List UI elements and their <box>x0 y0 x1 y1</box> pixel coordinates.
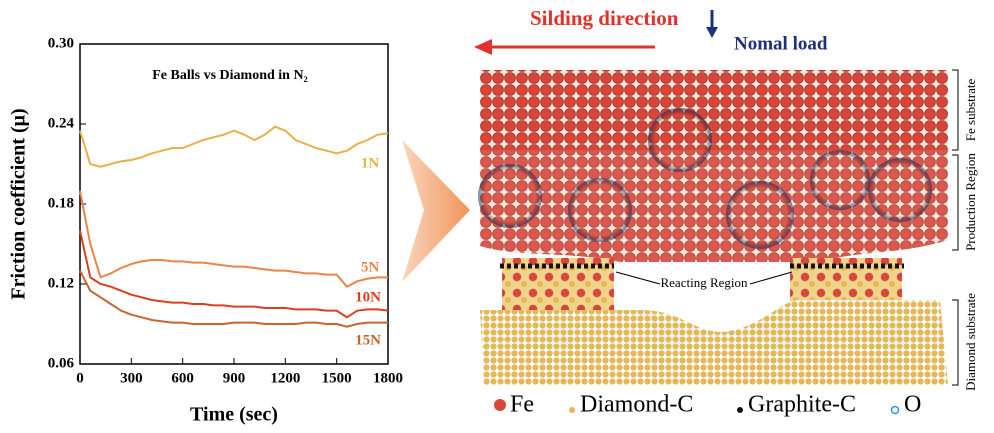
cluster <box>478 164 542 228</box>
series-line <box>80 191 388 287</box>
x-tick-label: 0 <box>76 370 84 386</box>
transition-arrow <box>402 140 470 282</box>
y-axis-label: Friction coefficient (μ) <box>8 108 30 299</box>
legend-label: Graphite-C <box>748 392 856 418</box>
friction-chart: Fe Balls vs Diamond in N₂ Time (sec) Fri… <box>8 35 403 425</box>
y-tick-label: 0.30 <box>48 35 74 51</box>
series-line <box>80 271 388 327</box>
sliding-direction: Silding direction <box>530 6 679 30</box>
x-tick-label: 600 <box>171 370 194 386</box>
cluster <box>568 178 632 242</box>
x-tick-label: 1500 <box>322 370 352 386</box>
cluster <box>726 181 794 249</box>
figure: Fe Balls vs Diamond in N₂ Time (sec) Fri… <box>0 0 994 433</box>
series-label: 15N <box>355 332 381 348</box>
diamond-substrate-label: Diamond substrate <box>963 293 978 391</box>
sliding-arrowhead <box>474 39 492 55</box>
legend-o-marker <box>892 407 899 414</box>
production-region-label: Production Region <box>963 153 978 251</box>
fe-substrate-label: Fe substrate <box>963 79 978 142</box>
series-line <box>80 127 388 167</box>
legend-diamond-marker <box>569 407 575 413</box>
load-arrowhead <box>706 27 718 38</box>
x-tick-label: 1800 <box>373 370 403 386</box>
region-brackets <box>952 70 958 385</box>
series-label: 5N <box>361 259 380 275</box>
x-tick-label: 300 <box>120 370 143 386</box>
diagram: Silding direction Nomal load Reacting Re… <box>474 6 978 418</box>
chart-title: Fe Balls vs Diamond in N₂ <box>152 68 308 83</box>
legend-graphite-marker <box>737 407 743 413</box>
pointer <box>616 272 660 284</box>
legend-label: Diamond-C <box>580 392 693 418</box>
reacting-region: Reacting Region <box>660 275 748 290</box>
series-label: 10N <box>355 289 381 305</box>
series-label: 1N <box>361 155 380 171</box>
diamond-substrate <box>480 300 948 385</box>
x-tick-label: 900 <box>223 370 246 386</box>
series-line <box>80 231 388 318</box>
fe-substrate <box>480 70 948 150</box>
y-tick-label: 0.06 <box>48 355 75 371</box>
legend-label: Fe <box>510 392 534 418</box>
pointer <box>750 272 792 284</box>
cluster <box>810 150 870 210</box>
x-tick-label: 1200 <box>270 370 300 386</box>
normal-load: Nomal load <box>734 33 828 54</box>
legend-label: O <box>904 392 921 418</box>
y-tick-label: 0.18 <box>48 195 74 211</box>
cluster <box>648 108 712 172</box>
plot-frame <box>80 44 388 364</box>
x-axis-label: Time (sec) <box>190 404 278 426</box>
cluster <box>868 158 932 222</box>
legend-fe-marker <box>494 399 506 411</box>
y-tick-label: 0.12 <box>48 275 74 291</box>
y-tick-label: 0.24 <box>48 115 75 131</box>
